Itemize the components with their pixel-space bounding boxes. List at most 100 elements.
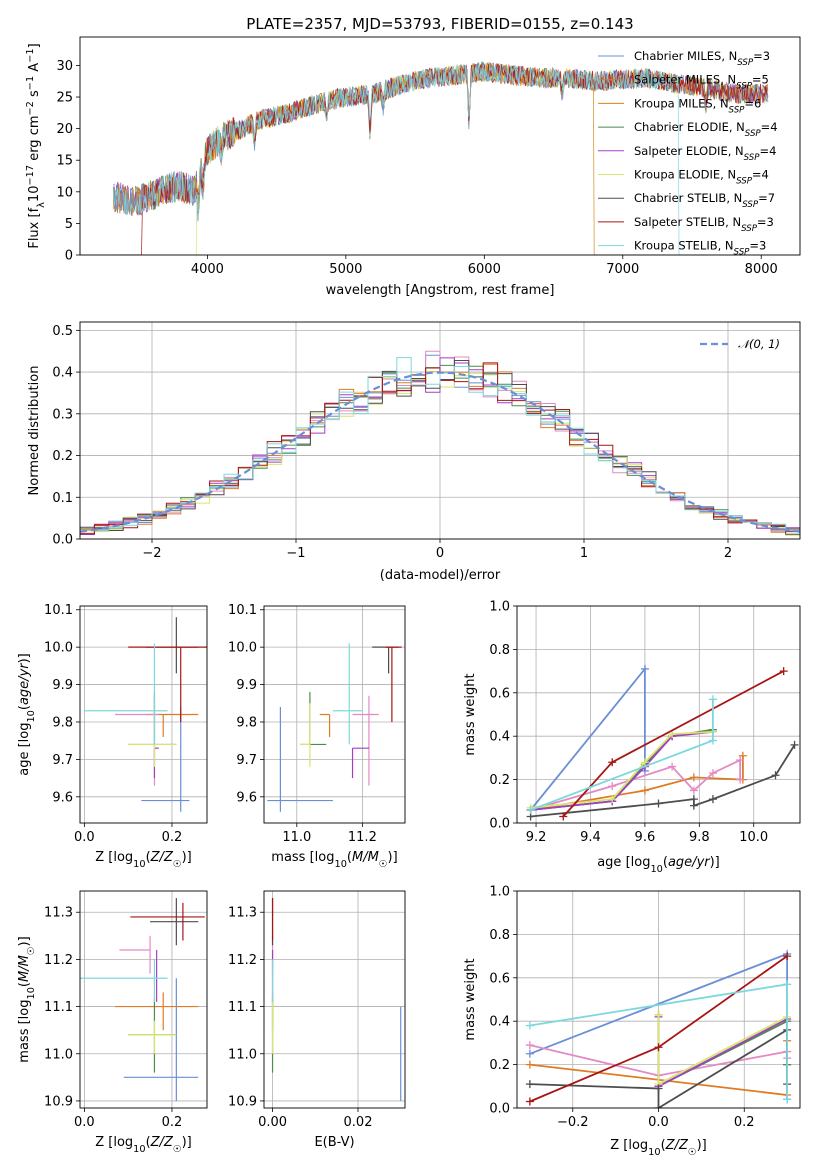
y-tick-label: 9.6 — [52, 790, 73, 805]
x-axis-label: age [log10(age/yr)] — [597, 855, 720, 875]
residuals-frame — [79, 321, 801, 540]
legend-entry: 𝒩(0, 1) — [738, 337, 780, 351]
weight-series — [654, 1010, 792, 1089]
data-point-errorbar — [84, 643, 168, 745]
y-tick-label: 10.1 — [44, 603, 73, 618]
residuals-plot-area — [80, 350, 800, 537]
data-point-errorbar — [267, 707, 333, 812]
x-tick-label: 0.0 — [74, 1115, 95, 1130]
age-vs-Z-plot-area — [84, 617, 207, 812]
y-axis-label: mass weight — [463, 958, 478, 1040]
y-tick-label: 0.6 — [489, 971, 510, 986]
mass-vs-Z-frame — [79, 890, 208, 1109]
mass-weight-vs-age-panel: 9.2 9.4 9.6 9.8 10.0 0.0 0.2 0.4 0.6 0.8 1.0 age [l… — [463, 600, 801, 875]
mass-vs-Z-panel: 0.0 0.2 10.9 11.0 11.1 11.2 11.3 Z [log10(Z/Z☉)… — [17, 890, 208, 1155]
y-tick-label: 0.3 — [52, 407, 73, 422]
data-point-errorbar — [128, 703, 177, 767]
data-point-errorbar — [128, 646, 207, 722]
y-tick-label: 11.1 — [44, 1000, 73, 1015]
weight-line — [530, 731, 713, 811]
y-tick-label: 15 — [56, 154, 73, 169]
y-tick-label: 0.6 — [489, 686, 510, 701]
y-tick-label: 0.1 — [52, 491, 73, 506]
data-point-errorbar — [80, 959, 168, 1002]
weight-line — [530, 699, 714, 811]
legend-entry: Kroupa ELODIE, NSSP=4 — [634, 168, 769, 187]
x-tick-label: 5000 — [329, 262, 362, 277]
spectrum-ticks: 4000 5000 6000 7000 8000 0 5 10 15 20 25 30 — [56, 59, 777, 277]
y-tick-label: 10.9 — [44, 1094, 73, 1109]
data-point-errorbar — [352, 695, 379, 786]
weight-marker — [708, 769, 717, 778]
y-tick-label: 25 — [56, 91, 73, 106]
weight-marker — [608, 795, 617, 804]
x-tick-label: 1 — [580, 546, 588, 561]
mass-weight-vs-Z-ticks: −0.2 0.0 0.2 0.0 0.2 0.4 0.6 0.8 1.0 — [489, 885, 754, 1131]
weight-marker — [525, 1080, 534, 1089]
weight-marker — [783, 952, 792, 961]
y-axis-label: mass weight — [463, 673, 478, 755]
y-tick-label: 0.0 — [52, 533, 73, 548]
x-tick-label: 9.2 — [526, 830, 547, 845]
mass-vs-EBV-grid — [264, 891, 405, 1108]
x-tick-label: 9.8 — [689, 830, 710, 845]
data-point-errorbar — [150, 898, 199, 946]
residual-histogram — [80, 357, 800, 535]
residuals-legend: 𝒩(0, 1) — [700, 337, 780, 351]
weight-marker — [689, 786, 698, 795]
weight-marker — [640, 758, 649, 767]
age-vs-mass-ticks: 11.0 11.2 9.6 9.7 9.8 9.9 10.0 10.1 — [228, 603, 377, 845]
legend-entry: Salpeter STELIB, NSSP=3 — [634, 215, 774, 234]
data-point-errorbar — [115, 695, 159, 786]
weight-marker — [640, 786, 649, 795]
weight-marker — [654, 799, 663, 808]
y-tick-label: 20 — [56, 122, 73, 137]
weight-marker — [708, 695, 717, 704]
mass-weight-vs-age-frame — [516, 605, 801, 824]
x-tick-label: 0.0 — [648, 1115, 669, 1130]
y-tick-label: 11.3 — [228, 906, 257, 921]
age-vs-mass-frame — [263, 605, 406, 824]
x-tick-label: 11.0 — [282, 830, 311, 845]
weight-marker — [608, 758, 617, 767]
y-axis-label: Flux [fλ10−17 erg cm−2 s−1 A−1] — [25, 43, 47, 248]
y-tick-label: 0.4 — [489, 730, 510, 745]
weight-marker — [708, 736, 717, 745]
weight-marker — [736, 775, 745, 784]
weight-marker — [654, 1104, 663, 1108]
data-point-errorbar — [300, 703, 311, 767]
y-axis-label: Normed distribution — [27, 366, 42, 496]
spectrum-legend: Chabrier MILES, NSSP=3 Salpeter MILES, NS… — [598, 49, 778, 258]
y-tick-label: 0.0 — [489, 1102, 510, 1117]
spectrum-series-line — [112, 63, 768, 255]
residuals-panel: −2 −1 0 1 2 0.0 0.1 0.2 0.3 0.4 0.5 (data-model)/er… — [27, 321, 801, 583]
age-vs-mass-grid — [264, 606, 405, 823]
weight-marker — [640, 664, 649, 673]
weight-marker — [689, 801, 698, 810]
x-tick-label: 10.0 — [739, 830, 768, 845]
y-tick-label: 0.0 — [489, 817, 510, 832]
weight-marker — [689, 773, 698, 782]
y-tick-label: 0.8 — [489, 643, 510, 658]
y-tick-label: 5 — [65, 217, 73, 232]
weight-series — [525, 952, 792, 1106]
data-point-errorbar — [300, 692, 327, 746]
mass-weight-vs-age-grid — [517, 605, 800, 824]
data-point-errorbar — [141, 707, 190, 812]
x-axis-label: Z [log10(Z/Z☉)] — [610, 1138, 707, 1158]
x-tick-label: 0.2 — [162, 830, 183, 845]
y-tick-label: 9.9 — [236, 678, 257, 693]
x-tick-label: 2 — [724, 546, 732, 561]
weight-marker — [708, 795, 717, 804]
x-tick-label: 7000 — [606, 262, 639, 277]
spectrum-frame — [79, 36, 801, 256]
y-tick-label: 0.4 — [52, 366, 73, 381]
mass-vs-EBV-ticks: 0.00 0.02 10.9 11.0 11.1 11.2 11.3 — [228, 906, 372, 1130]
y-tick-label: 0.8 — [489, 928, 510, 943]
legend-entry: Chabrier ELODIE, NSSP=4 — [634, 120, 778, 139]
weight-marker — [738, 751, 747, 760]
mass-vs-Z-plot-area — [80, 898, 205, 1101]
x-tick-label: 11.2 — [348, 830, 377, 845]
mass-vs-EBV-plot-area — [271, 898, 402, 1101]
data-point-errorbar — [128, 1020, 177, 1054]
